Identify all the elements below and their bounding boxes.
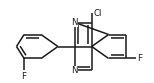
Text: N: N [72,18,78,27]
Text: N: N [72,66,78,75]
Text: F: F [138,54,143,63]
Text: F: F [22,72,27,81]
Text: Cl: Cl [94,9,102,18]
